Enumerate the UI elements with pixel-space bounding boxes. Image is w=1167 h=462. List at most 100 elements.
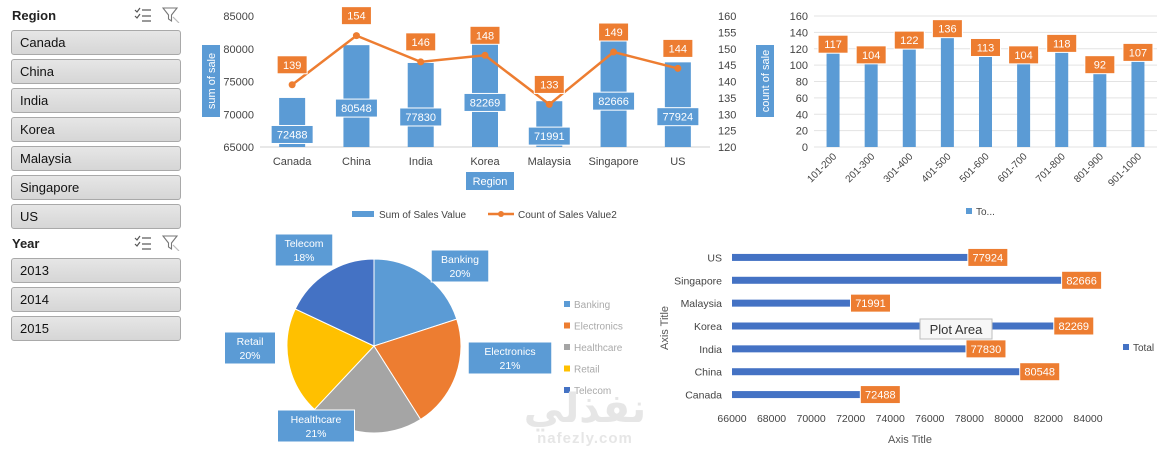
line-data-label: 139: [283, 60, 301, 72]
region-slicer-item-singapore[interactable]: Singapore: [11, 175, 181, 200]
y-axis-title: sum of sale: [206, 53, 218, 109]
bar-data-label: 104: [1014, 50, 1032, 62]
pie-data-label-box: [430, 249, 490, 283]
bar: [1055, 50, 1069, 148]
bar-data-label-box: [849, 293, 891, 313]
bar-data-label-box: [399, 107, 443, 127]
bar-data-label-box: [893, 30, 925, 50]
x-tick-label: Canada: [273, 156, 312, 168]
clear-filter-icon[interactable]: [162, 7, 180, 23]
industry-pie-chart[interactable]: Banking 20% Electronics 21% Healthcare 21% Ret…: [190, 230, 660, 462]
y2-tick-label: 150: [718, 44, 736, 56]
pie-slice: [373, 318, 462, 421]
x-tick-label: 301-400: [882, 151, 916, 185]
x-tick-label: 84000: [1073, 413, 1102, 425]
region-slicer-item-us[interactable]: US: [11, 204, 181, 229]
bar-data-label: 71991: [534, 131, 565, 143]
bar: [664, 62, 691, 147]
x-tick-label: 401-500: [920, 151, 954, 185]
range-bar-chart[interactable]: 0 20 40 60 80 100 120 140 160 117 101-200 104 201-30…: [782, 0, 1167, 230]
y-tick-label: 60: [796, 93, 808, 105]
legend-swatch: [564, 344, 570, 350]
pie-data-label-name: Telecom: [284, 238, 323, 250]
legend-swatch-sum: [352, 211, 374, 217]
x-tick-label: India: [409, 156, 434, 168]
bar-data-label-box: [970, 37, 1001, 57]
x-tick-label: US: [670, 156, 685, 168]
bar-data-label: 77830: [971, 344, 1002, 356]
bar-data-label: 80548: [341, 103, 372, 115]
region-slicer-item-india[interactable]: India: [11, 88, 181, 113]
y-tick-label: 160: [790, 11, 808, 23]
region-slicer-item-canada[interactable]: Canada: [11, 30, 181, 55]
x-tick-label: Malaysia: [528, 156, 572, 168]
year-slicer-title: Year: [12, 235, 40, 251]
bar-data-label-box: [1008, 45, 1040, 65]
bar-data-label-box: [1122, 42, 1154, 62]
legend-label: Telecom: [574, 386, 611, 397]
bar: [732, 368, 1020, 376]
sales-combo-chart[interactable]: 65000 70000 75000 80000 85000 120 125 130 135 140…: [190, 0, 780, 230]
bar-data-label: 72488: [277, 129, 308, 141]
bar: [732, 345, 966, 353]
x-tick-label: 82000: [1034, 413, 1063, 425]
multi-select-icon[interactable]: [134, 235, 152, 251]
bar-data-label-box: [270, 124, 314, 144]
x-tick-label: 68000: [757, 413, 786, 425]
line-data-label: 133: [540, 79, 558, 91]
bar: [940, 35, 954, 147]
bar: [732, 276, 1062, 284]
year-slicer-item-2015[interactable]: 2015: [11, 316, 181, 341]
y-tick-label: 100: [790, 60, 808, 72]
year-slicer-header: Year: [8, 232, 184, 254]
pie-data-label-box: [224, 331, 276, 365]
y-axis-title-box: [202, 45, 220, 117]
legend-swatch: [564, 322, 570, 329]
x-axis-title: Region: [473, 176, 508, 188]
bar: [826, 51, 840, 147]
bar-data-label-box: [817, 34, 849, 54]
region-hbar-chart[interactable]: 66000 68000 70000 72000 74000 76000 78000 80000…: [650, 236, 1167, 462]
bar-data-label: 82666: [1066, 275, 1097, 287]
line-data-label: 148: [476, 30, 494, 42]
x-axis-title: Axis Title: [888, 434, 932, 446]
line-point: [417, 58, 425, 66]
x-tick-label: China: [342, 156, 372, 168]
region-slicer-item-china[interactable]: China: [11, 59, 181, 84]
line-data-label: 149: [604, 27, 622, 39]
bar-data-label: 113: [977, 42, 995, 54]
multi-select-icon[interactable]: [134, 7, 152, 23]
line-point: [674, 64, 682, 72]
y-tick-label: 140: [790, 27, 808, 39]
y-tick-label: 20: [796, 126, 808, 138]
line-point: [352, 32, 360, 40]
pie-data-label-name: Banking: [441, 254, 479, 266]
bar-data-label: 117: [824, 39, 842, 51]
bar: [1017, 61, 1031, 147]
bar-data-label: 122: [900, 35, 918, 47]
bar-data-label: 77830: [405, 112, 436, 124]
plot-area-tooltip: Plot Area: [930, 322, 984, 337]
pie-data-label-name: Retail: [237, 336, 264, 348]
bar-data-label-box: [855, 45, 887, 65]
bar-data-label-box: [334, 98, 378, 118]
bar-data-label: 104: [862, 50, 880, 62]
region-slicer-item-malaysia[interactable]: Malaysia: [11, 146, 181, 171]
bar-data-label: 82269: [470, 97, 501, 109]
legend-label: To...: [976, 207, 995, 218]
line-data-label-box: [276, 55, 308, 75]
y2-tick-label: 140: [718, 77, 736, 89]
y-tick-label: 85000: [223, 11, 254, 23]
x-tick-label: Singapore: [588, 156, 638, 168]
pie-data-label-value: 21%: [499, 360, 520, 372]
x-tick-label: 601-700: [996, 151, 1030, 185]
y2-tick-label: 155: [718, 27, 736, 39]
region-slicer-item-korea[interactable]: Korea: [11, 117, 181, 142]
clear-filter-icon[interactable]: [162, 235, 180, 251]
line-point: [610, 48, 618, 56]
line-data-label-box: [405, 32, 437, 52]
year-slicer-item-2014[interactable]: 2014: [11, 287, 181, 312]
legend-swatch: [966, 208, 972, 214]
region-slicer-title: Region: [12, 7, 57, 23]
year-slicer-item-2013[interactable]: 2013: [11, 258, 181, 283]
